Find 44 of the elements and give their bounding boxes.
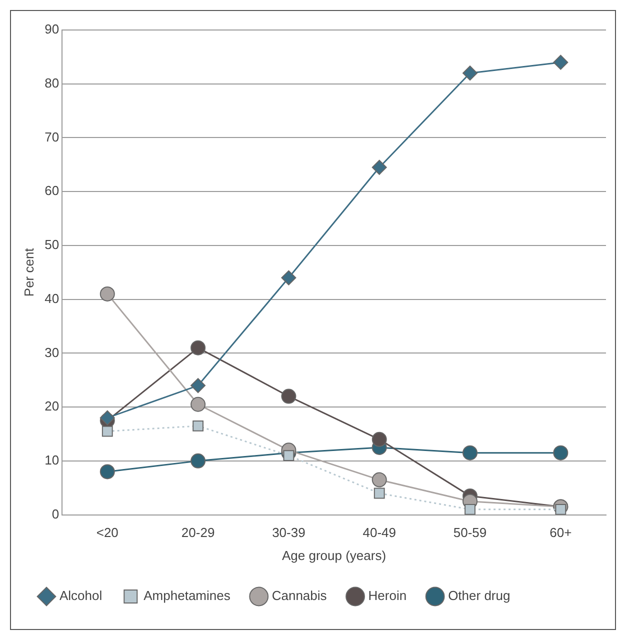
x-axis-title: Age group (years) bbox=[282, 548, 386, 563]
y-tick-label: 50 bbox=[44, 237, 60, 252]
point bbox=[462, 445, 478, 460]
x-tick-label: 60+ bbox=[550, 525, 572, 540]
point bbox=[190, 340, 206, 356]
legend-label: Other drug bbox=[448, 588, 510, 604]
x-tick-label: 20-29 bbox=[181, 525, 215, 540]
y-tick-label: 90 bbox=[44, 22, 60, 37]
point bbox=[190, 396, 206, 412]
legend-label: Cannabis bbox=[272, 588, 328, 604]
point bbox=[100, 286, 115, 302]
point bbox=[281, 270, 296, 286]
legend-label: Alcohol bbox=[60, 588, 102, 604]
x-tick-label: 30-39 bbox=[272, 525, 306, 540]
y-tick-label: 40 bbox=[44, 290, 60, 306]
legend-label: Heroin bbox=[368, 588, 407, 604]
y-tick-label: 70 bbox=[44, 129, 60, 144]
point bbox=[100, 410, 115, 426]
y-tick-label: 20 bbox=[44, 398, 60, 414]
point bbox=[281, 388, 296, 404]
x-tick-label: 40-49 bbox=[362, 525, 396, 540]
legend-label: Amphetamines bbox=[144, 588, 231, 604]
y-tick-label: 60 bbox=[44, 183, 60, 198]
y-tick-label: 0 bbox=[52, 506, 60, 522]
y-tick-label: 80 bbox=[44, 75, 60, 90]
point bbox=[283, 450, 294, 461]
point bbox=[192, 420, 204, 432]
point bbox=[372, 432, 387, 447]
point bbox=[102, 426, 113, 437]
point bbox=[462, 66, 478, 81]
point bbox=[553, 54, 568, 70]
point bbox=[553, 445, 568, 460]
point bbox=[372, 160, 387, 175]
point bbox=[374, 488, 385, 499]
point bbox=[372, 472, 387, 488]
point bbox=[100, 464, 115, 480]
y-axis-title: Per cent bbox=[21, 248, 36, 297]
x-tick-label: <20 bbox=[96, 525, 118, 540]
y-tick-label: 30 bbox=[44, 344, 60, 360]
y-tick-label: 10 bbox=[44, 452, 60, 468]
point bbox=[190, 378, 206, 394]
point bbox=[464, 504, 476, 515]
x-tick-label: 50-59 bbox=[453, 525, 487, 540]
point bbox=[190, 453, 206, 468]
